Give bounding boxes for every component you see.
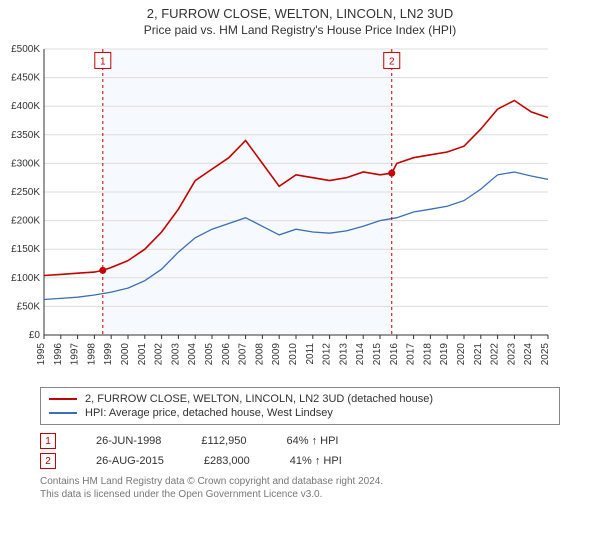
legend-item: HPI: Average price, detached house, West… xyxy=(49,406,551,420)
svg-text:2018: 2018 xyxy=(422,343,433,366)
svg-text:2024: 2024 xyxy=(523,343,534,366)
svg-text:2016: 2016 xyxy=(389,343,400,366)
svg-text:2022: 2022 xyxy=(490,343,501,366)
marker-date: 26-JUN-1998 xyxy=(96,435,161,447)
svg-text:1999: 1999 xyxy=(103,343,114,366)
marker-price: £283,000 xyxy=(204,455,250,467)
svg-text:£150K: £150K xyxy=(11,244,40,255)
svg-text:2009: 2009 xyxy=(271,343,282,366)
footnote-line: This data is licensed under the Open Gov… xyxy=(40,488,560,501)
svg-text:£100K: £100K xyxy=(11,273,40,284)
legend-swatch xyxy=(49,398,77,400)
chart-subtitle: Price paid vs. HM Land Registry's House … xyxy=(0,23,600,37)
svg-text:£350K: £350K xyxy=(11,130,40,141)
marker-badge: 2 xyxy=(40,453,56,469)
svg-text:2003: 2003 xyxy=(170,343,181,366)
svg-text:1995: 1995 xyxy=(36,343,47,366)
svg-text:2020: 2020 xyxy=(456,343,467,366)
svg-text:£450K: £450K xyxy=(11,73,40,84)
marker-price: £112,950 xyxy=(201,435,246,447)
marker-badge: 1 xyxy=(40,433,56,449)
chart-area: £0 £50K £100K £150K £200K £250K £300K £350K £400… xyxy=(0,41,600,381)
footnote-line: Contains HM Land Registry data © Crown c… xyxy=(40,475,560,488)
marker-row: 2 26-AUG-2015 £283,000 41% ↑ HPI xyxy=(40,453,560,469)
svg-text:2010: 2010 xyxy=(288,343,299,366)
marker-pct: 41% ↑ HPI xyxy=(290,455,342,467)
svg-text:2011: 2011 xyxy=(305,343,316,365)
svg-text:2002: 2002 xyxy=(154,343,165,366)
svg-text:2015: 2015 xyxy=(372,343,383,366)
svg-text:2005: 2005 xyxy=(204,343,215,366)
legend-swatch xyxy=(49,412,77,414)
svg-text:2008: 2008 xyxy=(254,343,265,366)
marker-date: 26-AUG-2015 xyxy=(96,455,164,467)
svg-text:1997: 1997 xyxy=(70,343,81,366)
svg-text:1: 1 xyxy=(100,56,106,67)
svg-text:2025: 2025 xyxy=(540,343,551,366)
marker-pct: 64% ↑ HPI xyxy=(287,435,339,447)
svg-text:2019: 2019 xyxy=(439,343,450,366)
svg-text:1996: 1996 xyxy=(53,343,64,366)
footnote: Contains HM Land Registry data © Crown c… xyxy=(40,475,560,501)
svg-text:2006: 2006 xyxy=(221,343,232,366)
svg-text:£300K: £300K xyxy=(11,158,40,169)
svg-text:2: 2 xyxy=(389,56,395,67)
title-block: 2, FURROW CLOSE, WELTON, LINCOLN, LN2 3U… xyxy=(0,0,600,37)
svg-text:2004: 2004 xyxy=(187,343,198,366)
legend: 2, FURROW CLOSE, WELTON, LINCOLN, LN2 3U… xyxy=(40,387,560,425)
svg-text:£0: £0 xyxy=(29,330,41,341)
svg-text:£400K: £400K xyxy=(11,101,40,112)
svg-text:2000: 2000 xyxy=(120,343,131,366)
svg-text:2001: 2001 xyxy=(137,343,148,366)
legend-item: 2, FURROW CLOSE, WELTON, LINCOLN, LN2 3U… xyxy=(49,392,551,406)
svg-text:£200K: £200K xyxy=(11,216,40,227)
svg-text:£50K: £50K xyxy=(17,301,41,312)
marker-row: 1 26-JUN-1998 £112,950 64% ↑ HPI xyxy=(40,433,560,449)
svg-text:2012: 2012 xyxy=(322,343,333,366)
svg-text:2017: 2017 xyxy=(406,343,417,366)
legend-label: 2, FURROW CLOSE, WELTON, LINCOLN, LN2 3U… xyxy=(85,393,433,405)
svg-text:£500K: £500K xyxy=(11,44,40,55)
svg-text:2021: 2021 xyxy=(473,343,484,366)
svg-text:2023: 2023 xyxy=(506,343,517,366)
svg-text:2014: 2014 xyxy=(355,343,366,366)
chart-title: 2, FURROW CLOSE, WELTON, LINCOLN, LN2 3U… xyxy=(0,6,600,21)
marker-details-table: 1 26-JUN-1998 £112,950 64% ↑ HPI 2 26-AU… xyxy=(40,433,560,469)
svg-text:2007: 2007 xyxy=(238,343,249,366)
svg-text:1998: 1998 xyxy=(86,343,97,366)
legend-label: HPI: Average price, detached house, West… xyxy=(85,407,333,419)
line-chart-svg: £0 £50K £100K £150K £200K £250K £300K £350K £400… xyxy=(0,41,560,381)
svg-text:2013: 2013 xyxy=(338,343,349,366)
svg-text:£250K: £250K xyxy=(11,187,40,198)
